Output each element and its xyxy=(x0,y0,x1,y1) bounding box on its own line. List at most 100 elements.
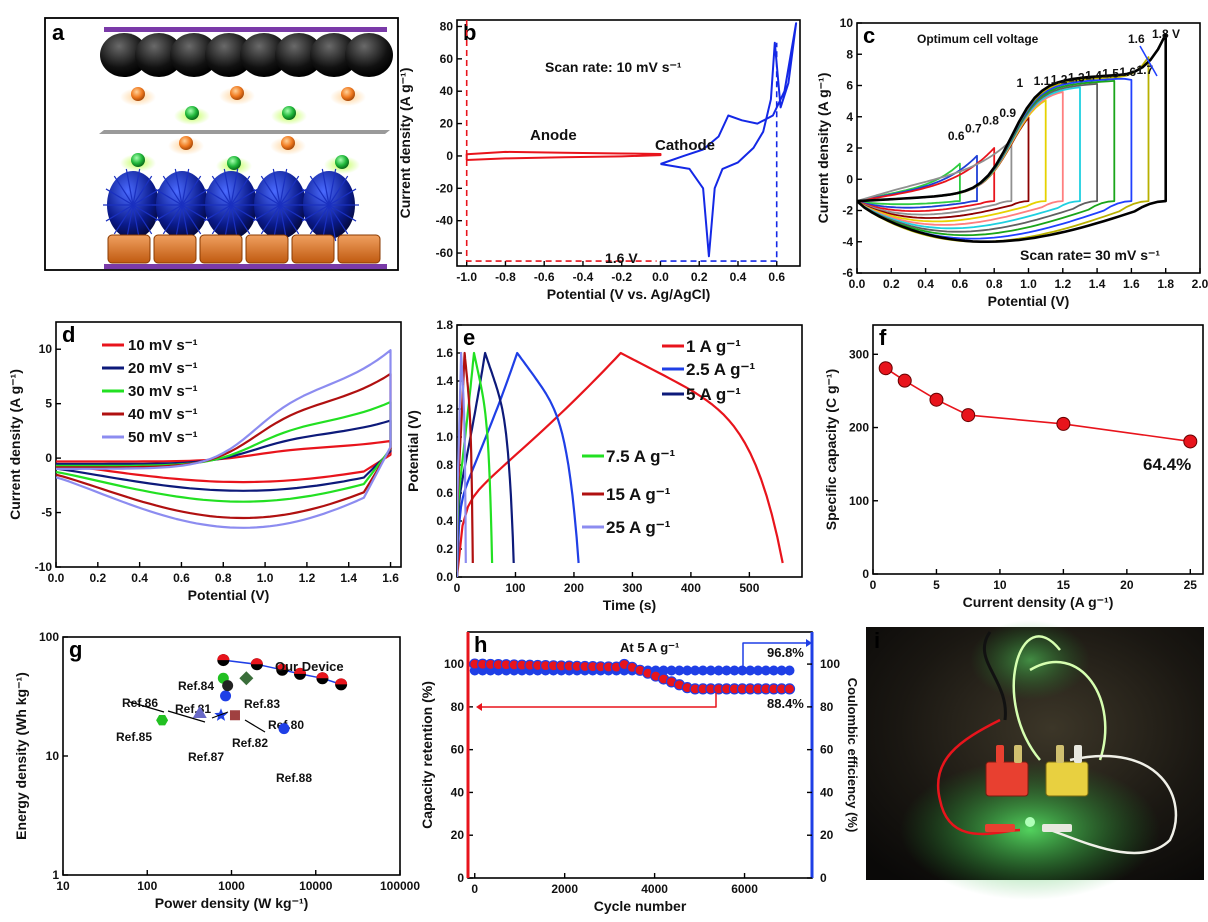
current-collector-bottom xyxy=(104,264,387,269)
panel-i-device xyxy=(1045,761,1089,797)
nanowire xyxy=(230,204,259,222)
panel-e-frame xyxy=(456,324,803,578)
panel-h-ytick-label: 20 xyxy=(451,828,465,842)
panel-b-series-cathode xyxy=(660,22,798,258)
panel-b-panel-label: b xyxy=(463,20,476,45)
panel-d-ytick-label: 5 xyxy=(45,397,52,411)
nanowire xyxy=(328,204,357,222)
panel-h-efficiency-point xyxy=(721,665,732,676)
panel-g-ytick-label: 10 xyxy=(46,749,60,763)
panel-h-ylabel: Capacity retention (%) xyxy=(419,681,435,829)
nanowire xyxy=(125,168,134,206)
carbon-particle xyxy=(345,33,393,77)
panel-h-efficiency-point xyxy=(729,665,740,676)
panel-b-scan-rate: Scan rate: 10 mV s⁻¹ xyxy=(545,59,682,75)
panel-e-xtick-label: 200 xyxy=(564,581,584,595)
panel-f-point xyxy=(1183,434,1198,449)
panel-c-xtick-label: 0.6 xyxy=(952,277,969,291)
nanowire xyxy=(162,175,183,206)
panel-h: 0 2000 4000 6000 0 20 40 60 80 100 Cycle number Cap… xyxy=(419,631,860,914)
panel-d-legend-label: 50 mV s⁻¹ xyxy=(128,429,198,446)
panel-f-xtick-label: 25 xyxy=(1184,578,1198,592)
panel-f-xtick-label: 0 xyxy=(870,578,877,592)
panel-i-label: i xyxy=(874,628,880,653)
panel-c-optimum-label: Optimum cell voltage xyxy=(917,32,1039,46)
panel-b-series-cathode-window xyxy=(660,42,778,262)
panel-g-ref-label: Ref.87 xyxy=(188,750,224,764)
nanowire xyxy=(203,188,232,206)
panel-i-wire xyxy=(1029,660,1107,761)
panel-e-xtick-label: 400 xyxy=(681,581,701,595)
panel-b-voltage-label: 1.6 V xyxy=(605,250,638,266)
panel-c-xtick-label: 1.8 xyxy=(1157,277,1174,291)
panel-g-xtick-label: 10 xyxy=(56,879,70,893)
panel-h-xlabel: Cycle number xyxy=(594,898,687,914)
panel-g-pointer xyxy=(211,711,229,719)
panel-b-xtick-label: -0.6 xyxy=(534,270,555,284)
panel-c-voltage-label: 1 xyxy=(1017,76,1024,90)
panel-h-rate-label: At 5 A g⁻¹ xyxy=(620,640,679,655)
panel-g-xlabel: Power density (W kg⁻¹) xyxy=(155,895,309,911)
panel-g-ref-marker xyxy=(278,723,290,735)
panel-f-ytick-label: 200 xyxy=(849,421,869,435)
nanowire xyxy=(132,175,153,206)
panel-g-panel-label: g xyxy=(69,637,82,662)
nanowire xyxy=(252,204,281,222)
panel-b-ytick-label: 20 xyxy=(440,117,454,131)
panel-f-point xyxy=(961,408,976,423)
panel-h-retention-arrowhead xyxy=(476,703,482,711)
panel-h-ytick-right-label: 20 xyxy=(820,828,834,842)
panel-g-pointer xyxy=(167,710,206,723)
panel-f-panel-label: f xyxy=(879,325,887,350)
nanowire xyxy=(272,168,281,206)
panel-e-ytick-label: 1.8 xyxy=(436,318,453,332)
panel-h-efficiency-label: 96.8% xyxy=(767,645,804,660)
panel-b-ytick-label: -60 xyxy=(436,246,454,260)
panel-b-xtick-label: 0.4 xyxy=(730,270,747,284)
panel-e-panel-label: e xyxy=(463,325,475,350)
panel-i-clip xyxy=(985,824,1015,832)
nanowire xyxy=(328,168,337,206)
nanowire xyxy=(252,188,281,206)
panel-c-ytick-label: -2 xyxy=(842,204,853,218)
panel-e-ytick-label: 0.4 xyxy=(436,514,453,528)
panel-g-ref-label: Ref.88 xyxy=(276,771,312,785)
panel-c: 0.0 0.2 0.4 0.6 0.8 1.0 1.2 1.4 1.6 1.8 2.0 -6 -4 -2 0… xyxy=(815,16,1208,309)
panel-c-xlabel: Potential (V) xyxy=(988,293,1070,309)
panel-b-xtick-label: -0.4 xyxy=(573,270,594,284)
panel-b-xtick-label: 0.0 xyxy=(652,270,669,284)
panel-b-xtick-label: -0.2 xyxy=(611,270,632,284)
panel-g-ref-marker xyxy=(239,671,254,686)
panel-h-efficiency-point xyxy=(760,665,771,676)
panel-g-ref-label: Ref.84 xyxy=(178,679,214,693)
panel-g-ref-label: Ref.82 xyxy=(232,736,268,750)
panel-e: 0 100 200 300 400 500 0.0 0.2 0.4 0.6 0.8 1.0 1.2 1.4… xyxy=(405,318,803,613)
panel-c-ytick-label: 6 xyxy=(846,79,853,93)
panel-e-plot xyxy=(457,351,784,577)
panel-h-panel-label: h xyxy=(474,632,487,657)
panel-d-legend-label: 30 mV s⁻¹ xyxy=(128,383,198,400)
panel-g-pointer xyxy=(129,701,165,713)
panel-e-xtick-label: 300 xyxy=(622,581,642,595)
panel-i-clip xyxy=(1056,745,1064,763)
panel-b-xlabel: Potential (V vs. Ag/AgCl) xyxy=(547,286,711,302)
nanowire xyxy=(328,175,349,206)
panel-i-led-glow xyxy=(900,760,1160,900)
panel-h-efficiency-point xyxy=(784,665,795,676)
nanowire xyxy=(230,204,251,235)
panel-i-wire xyxy=(1049,754,1178,855)
panel-b-ytick-label: -20 xyxy=(436,181,454,195)
panel-e-legend-label: 1 A g⁻¹ xyxy=(686,337,741,356)
panel-i-wire xyxy=(936,718,1021,836)
panel-b-ytick-label: 80 xyxy=(440,19,454,33)
panel-f-ylabel: Specific capacity (C g⁻¹) xyxy=(823,369,839,530)
oh-ion xyxy=(131,153,145,167)
panel-h-xtick-label: 4000 xyxy=(641,882,668,896)
panel-g-ytick-label: 100 xyxy=(39,630,59,644)
panel-f-point xyxy=(929,392,944,407)
nanowire xyxy=(309,204,330,235)
panel-a-label: a xyxy=(52,20,65,45)
panel-e-ytick-label: 0.0 xyxy=(436,570,453,584)
panel-h-xtick-label: 2000 xyxy=(551,882,578,896)
